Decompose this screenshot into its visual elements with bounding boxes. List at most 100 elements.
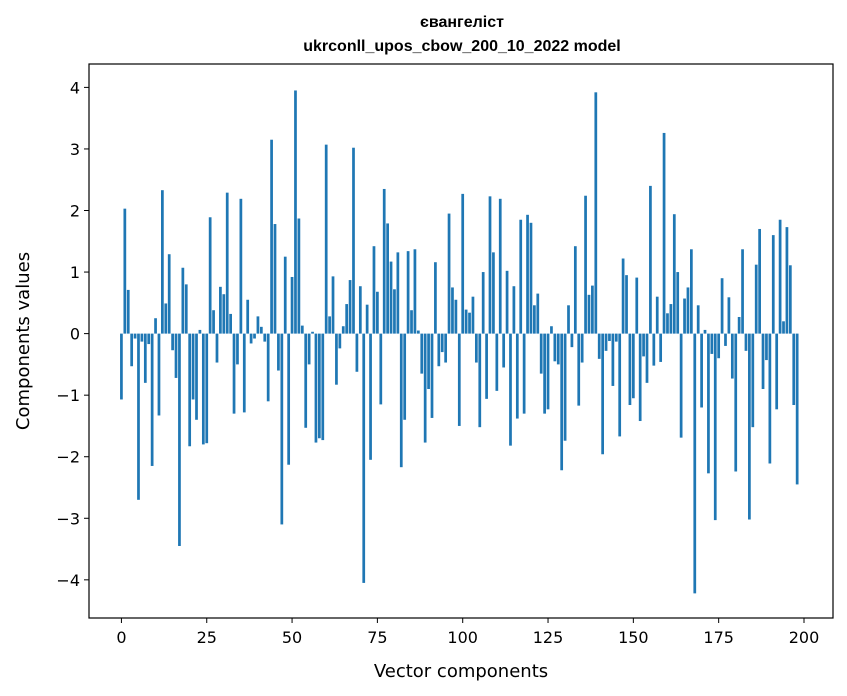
bar — [266, 333, 270, 402]
y-tick-label: −2 — [56, 448, 80, 467]
bar — [730, 333, 734, 379]
bar — [621, 258, 625, 334]
y-axis-label: Components values — [13, 252, 34, 430]
bar — [720, 278, 724, 334]
bar — [584, 195, 587, 334]
x-tick-label: 175 — [703, 628, 734, 647]
bar — [713, 333, 717, 521]
bar — [283, 256, 287, 334]
bar — [526, 214, 529, 334]
bar — [734, 333, 738, 472]
bar — [143, 333, 147, 383]
bar — [717, 333, 721, 359]
y-tick-label: −3 — [56, 509, 80, 528]
bar — [659, 333, 663, 362]
bar — [700, 333, 703, 408]
bar — [287, 333, 291, 465]
y-tick-label: −4 — [56, 571, 80, 590]
bar — [625, 275, 628, 334]
bar — [321, 333, 325, 441]
bar — [382, 188, 386, 334]
bar — [123, 208, 127, 334]
bar — [614, 333, 618, 342]
bar — [369, 333, 372, 460]
bar — [785, 227, 789, 334]
bar — [242, 333, 246, 413]
bar — [358, 286, 362, 334]
bar — [184, 284, 188, 334]
bar — [782, 321, 785, 334]
bar — [403, 333, 407, 420]
x-tick-label: 25 — [197, 628, 217, 647]
bar — [345, 304, 349, 334]
bar — [539, 333, 543, 374]
bar — [198, 329, 202, 334]
bar — [147, 333, 151, 345]
bar — [423, 333, 427, 443]
bar — [324, 144, 328, 334]
chart-title-line-1: євангеліст — [420, 14, 504, 31]
bar — [273, 224, 277, 334]
bar — [751, 333, 755, 428]
bar — [290, 276, 294, 334]
bar — [485, 333, 488, 399]
bar — [413, 249, 417, 334]
bar — [690, 249, 693, 334]
bar — [662, 132, 666, 334]
bar — [386, 223, 389, 334]
y-tick-label: 2 — [70, 202, 80, 221]
bar — [181, 267, 185, 334]
bar — [311, 331, 314, 334]
bar — [120, 333, 123, 400]
bar — [335, 333, 338, 385]
bar — [447, 213, 451, 334]
y-tick-label: 4 — [70, 78, 80, 97]
bar — [191, 333, 195, 400]
bar — [416, 330, 420, 334]
bar — [570, 333, 574, 348]
bar — [488, 196, 492, 334]
bar — [300, 325, 304, 334]
bar — [130, 333, 134, 367]
y-tick-label: 1 — [70, 263, 80, 282]
bar — [219, 286, 222, 334]
bar — [352, 147, 355, 334]
bar — [178, 333, 181, 546]
bar — [546, 333, 550, 410]
x-tick-label: 75 — [367, 628, 387, 647]
bar — [533, 305, 536, 334]
bar — [126, 289, 130, 334]
bar — [307, 333, 311, 365]
bar — [492, 252, 495, 334]
bar — [338, 333, 342, 349]
y-tick-label: 0 — [70, 325, 80, 344]
bar — [635, 277, 639, 334]
bar — [686, 287, 690, 334]
bar — [573, 246, 577, 334]
bar — [154, 318, 157, 334]
bar — [263, 333, 267, 342]
bar — [628, 333, 632, 406]
bar — [563, 333, 567, 441]
bar — [270, 139, 273, 334]
bar — [140, 333, 144, 342]
chart-title: євангеліст ukrconll_upos_cbow_200_10_202… — [303, 14, 620, 55]
bar — [655, 296, 659, 334]
bar — [164, 303, 168, 334]
chart-title-line-2: ukrconll_upos_cbow_200_10_2022 model — [303, 38, 620, 55]
bar — [430, 333, 434, 418]
bar — [758, 228, 761, 334]
bar — [208, 217, 212, 334]
bar — [277, 333, 280, 371]
bar — [649, 185, 652, 334]
bar — [744, 333, 748, 351]
bar — [331, 276, 335, 334]
bar — [693, 333, 697, 594]
bar — [259, 326, 263, 334]
bar — [225, 192, 229, 334]
bar — [645, 333, 649, 383]
bar — [420, 333, 424, 374]
bar — [195, 333, 198, 420]
bar — [461, 193, 465, 334]
bar — [399, 333, 403, 468]
